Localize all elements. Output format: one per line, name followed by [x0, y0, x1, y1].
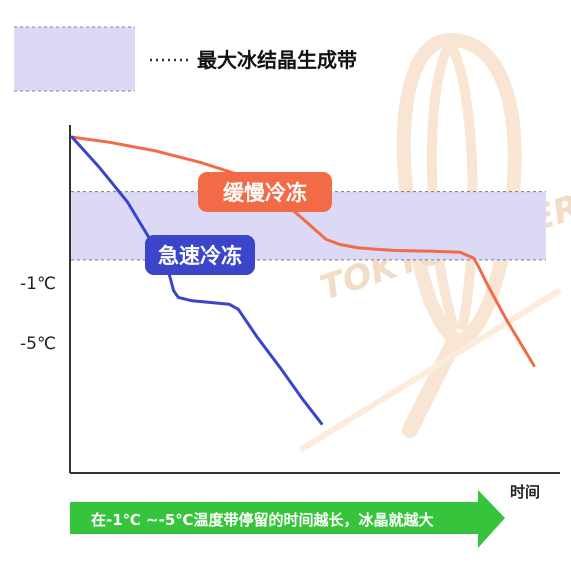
watermark-whisk-icon [298, 32, 562, 453]
series-label-slow: 缓慢冷冻 [223, 181, 307, 205]
banner-arrow [70, 490, 505, 548]
y-tick-label-minus5: -5℃ [20, 334, 56, 354]
x-axis-label: 时间 [510, 483, 540, 501]
series-label-slow-bg [198, 172, 332, 212]
banner-text: 在-1℃ ~-5℃温度带停留的时间越长，冰晶就越大 [91, 511, 433, 529]
legend-swatch [14, 27, 135, 91]
y-tick-label-minus1: -1℃ [20, 274, 56, 294]
series-line-fast-freezing [70, 135, 323, 426]
series-label-fast-bg [145, 235, 255, 275]
series-line-slow-freezing [70, 135, 536, 368]
legend-label: 最大冰结晶生成带 [197, 48, 357, 72]
series-label-fast: 急速冷冻 [158, 244, 242, 268]
